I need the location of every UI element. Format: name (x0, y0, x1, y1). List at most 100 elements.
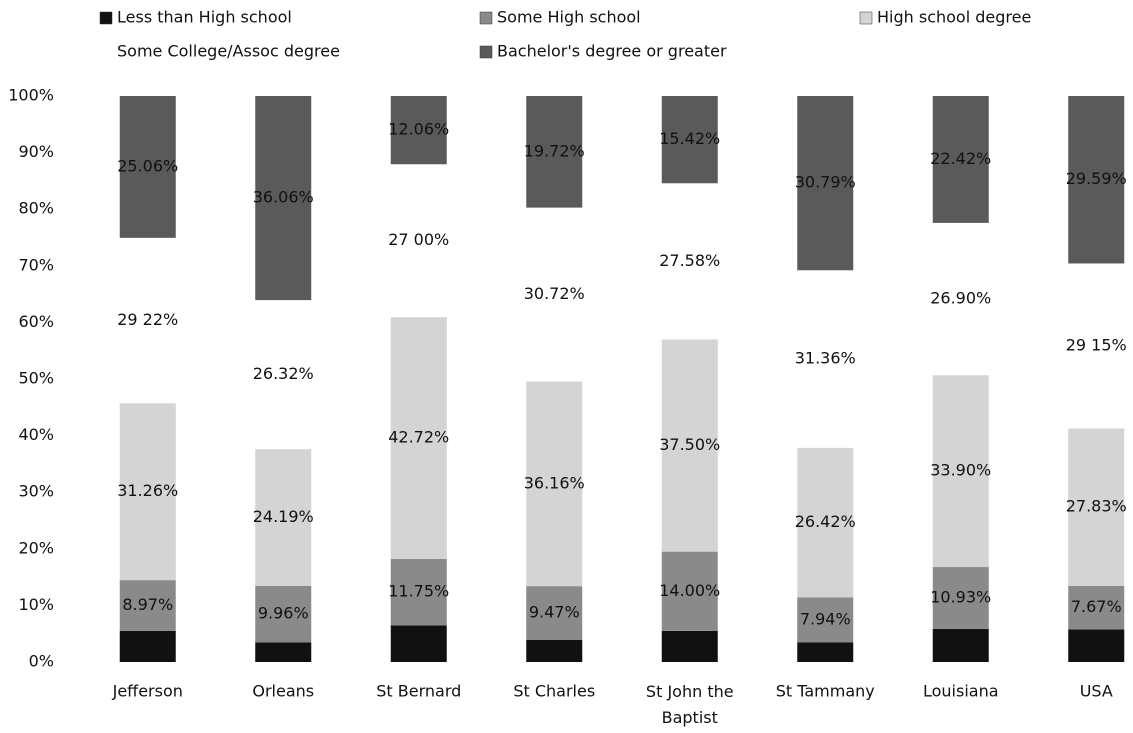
data-label: 42.72% (388, 427, 449, 446)
bar-segment (390, 558, 447, 626)
legend-label: Less than High school (117, 8, 292, 27)
data-label: 36.16% (524, 473, 585, 492)
bar-segment (1068, 585, 1125, 630)
legend-swatch (479, 11, 493, 25)
bar-segment (119, 237, 176, 404)
bar-segment (661, 183, 718, 340)
data-label: 37.50% (659, 435, 720, 454)
bar-segment (1068, 96, 1125, 264)
x-tick-label: St Tammany (776, 682, 875, 701)
data-label: 29.59% (1066, 169, 1127, 188)
bar-segment (932, 375, 989, 568)
data-label: 30.79% (795, 173, 856, 192)
legend-swatch (100, 46, 112, 58)
y-tick-label: 80% (18, 199, 54, 218)
bar-segment (390, 317, 447, 559)
data-label: 22.42% (930, 149, 991, 168)
bar-segment (119, 580, 176, 631)
data-label: 33.90% (930, 461, 991, 480)
legend-swatch (99, 11, 113, 25)
bar-segment (255, 585, 312, 643)
data-label: 19.72% (524, 141, 585, 160)
data-label: 9.47% (529, 602, 580, 621)
bar-segment (526, 586, 583, 640)
data-label: 26.90% (930, 289, 991, 308)
legend-swatch (479, 45, 493, 59)
data-label: 27.58% (659, 251, 720, 270)
data-label: 27 00% (388, 230, 449, 249)
x-tick-label: St Bernard (376, 682, 461, 701)
bar-segment (797, 642, 854, 662)
x-tick-label: Louisiana (923, 682, 999, 701)
bar-segment (797, 447, 854, 598)
bar-segment (526, 381, 583, 587)
data-label: 9.96% (258, 604, 309, 623)
bar-segment (390, 164, 447, 318)
bar-segment (797, 597, 854, 643)
y-tick-label: 60% (18, 312, 54, 331)
bar-segment (661, 96, 718, 184)
bar-segment (932, 567, 989, 629)
y-tick-label: 70% (18, 255, 54, 274)
x-tick-label: USA (1080, 682, 1113, 701)
bar-segment (119, 403, 176, 581)
x-tick-label: St John the Baptist (646, 682, 734, 727)
y-tick-label: 10% (18, 595, 54, 614)
bar-segment (1068, 629, 1125, 662)
data-label: 36.06% (253, 188, 314, 207)
bar-segment (526, 639, 583, 662)
data-label: 26.42% (795, 512, 856, 531)
y-tick-label: 40% (18, 425, 54, 444)
data-label: 14.00% (659, 581, 720, 600)
bar-segment (255, 449, 312, 586)
legend-label: Bachelor's degree or greater (497, 42, 727, 61)
data-label: 31.36% (795, 349, 856, 368)
legend-label: High school degree (877, 8, 1031, 27)
data-label: 24.19% (253, 507, 314, 526)
data-label: 25.06% (117, 156, 178, 175)
y-tick-label: 100% (8, 86, 54, 105)
data-label: 8.97% (122, 595, 173, 614)
legend-label: Some High school (497, 8, 641, 27)
bar-segment (255, 300, 312, 450)
bar-segment (255, 96, 312, 301)
bar-segment (661, 551, 718, 631)
data-label: 29 15% (1066, 335, 1127, 354)
data-label: 29 22% (117, 310, 178, 329)
data-label: 7.94% (800, 609, 851, 628)
legend-swatch (859, 11, 873, 25)
bar-segment (661, 339, 718, 552)
y-tick-label: 0% (29, 652, 54, 671)
data-label: 7.67% (1071, 597, 1122, 616)
bar-segment (932, 222, 989, 376)
bar-segment (1068, 263, 1125, 429)
x-tick-label: Orleans (252, 682, 314, 701)
bar-segment (932, 628, 989, 662)
y-tick-label: 50% (18, 369, 54, 388)
bar-segment (932, 96, 989, 223)
bar-segment (390, 96, 447, 165)
bar-segment (255, 642, 312, 662)
data-label: 27.83% (1066, 497, 1127, 516)
bar-segment (526, 207, 583, 382)
y-tick-label: 90% (18, 142, 54, 161)
data-label: 30.72% (524, 284, 585, 303)
bar-segment (119, 96, 176, 238)
legend-label: Some College/Assoc degree (117, 42, 340, 61)
data-label: 26.32% (253, 364, 314, 383)
data-label: 10.93% (930, 587, 991, 606)
y-tick-label: 20% (18, 538, 54, 557)
bar-segment (797, 270, 854, 448)
bar-segment (119, 630, 176, 662)
data-label: 15.42% (659, 129, 720, 148)
data-label: 31.26% (117, 481, 178, 500)
bar-segment (1068, 428, 1125, 586)
bar-segment (661, 630, 718, 662)
data-label: 12.06% (388, 120, 449, 139)
bar-segment (526, 96, 583, 208)
x-tick-label: St Charles (513, 682, 595, 701)
x-tick-label: Jefferson (112, 682, 183, 701)
bar-segment (797, 96, 854, 271)
data-label: 11.75% (388, 582, 449, 601)
